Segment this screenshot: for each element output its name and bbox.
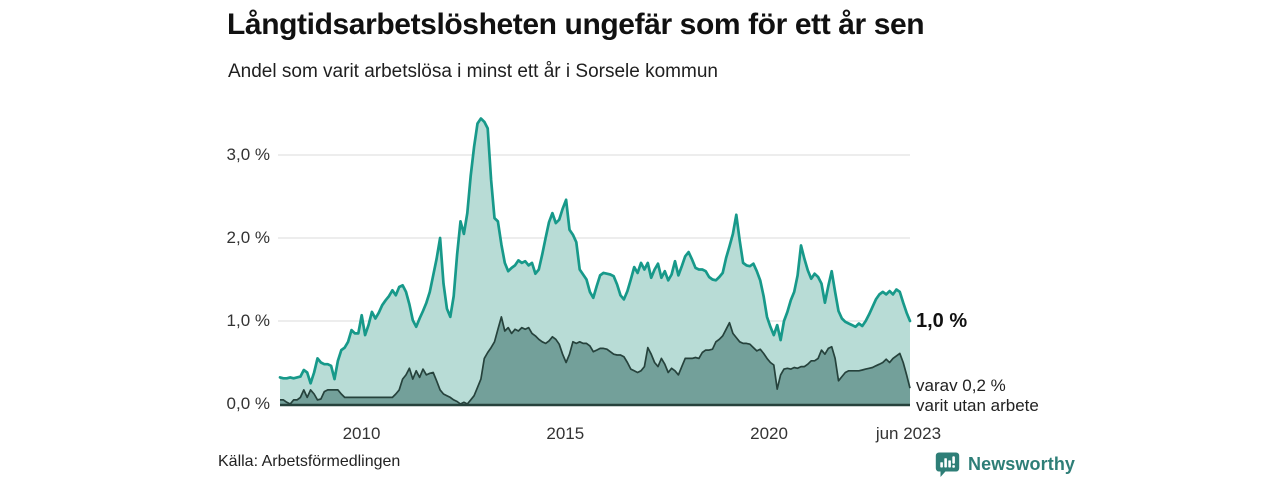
area-total [280,118,910,404]
series-end-label-without-work: varav 0,2 % varit utan arbete [916,376,1039,416]
x-axis-tick-label: 2015 [546,424,585,443]
source-note: Källa: Arbetsförmedlingen [218,453,401,470]
chart-subtitle: Andel som varit arbetslösa i minst ett å… [228,61,718,82]
y-axis-tick-label: 0,0 % [226,394,270,413]
brand-name: Newsworthy [968,453,1076,474]
y-axis-tick-label: 2,0 % [226,228,270,247]
line-without-work [280,316,911,405]
series-end-label-total: 1,0 % [916,310,968,332]
x-axis-tick-label: 2010 [342,424,381,443]
y-axis-tick-label: 1,0 % [226,311,270,330]
series-end-label-line1: varav 0,2 % [916,376,1006,395]
area-without-work [280,316,910,404]
y-axis-tick-label: 3,0 % [226,145,270,164]
newsworthy-logo-icon [934,450,961,478]
x-axis-tick-label: jun 2023 [875,424,942,443]
series-end-label-line2: varit utan arbete [916,396,1039,415]
x-axis-tick-label: 2020 [750,424,788,443]
chart-title: Långtidsarbetslösheten ungefär som för e… [227,8,925,41]
newsworthy-brand-link[interactable]: Newsworthy [934,450,1075,478]
line-total [278,117,912,385]
